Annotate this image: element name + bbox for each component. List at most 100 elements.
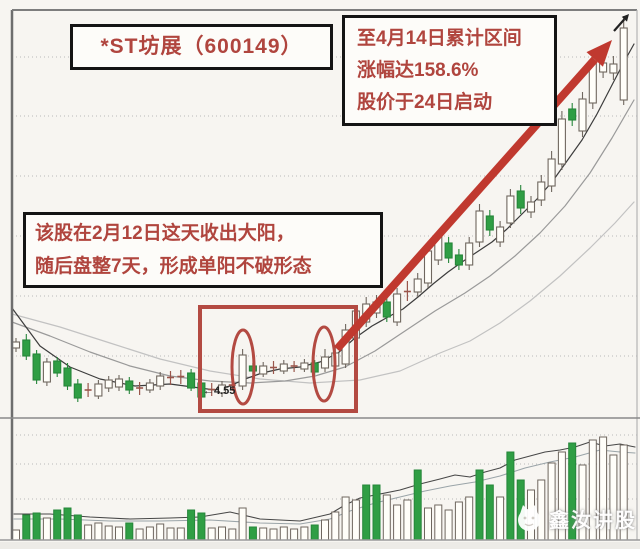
candle: [506, 195, 515, 224]
volume-bar: [248, 526, 257, 541]
candle: [217, 384, 227, 394]
candle: [73, 383, 82, 399]
candle: [423, 250, 433, 284]
volume-bars-layer: [12, 436, 628, 541]
volume-bar: [53, 509, 62, 541]
candle: [444, 242, 453, 259]
volume-bar: [310, 524, 319, 541]
volume-bar: [259, 527, 268, 541]
volume-bar: [156, 523, 165, 541]
candle: [53, 360, 62, 374]
candle: [259, 365, 268, 375]
candle: [320, 356, 330, 369]
volume-bar: [115, 526, 123, 541]
candle: [114, 378, 124, 388]
callout-gain-line1: 至4月14日累计区间: [357, 28, 522, 49]
volume-bar: [475, 469, 484, 541]
volume-bar: [434, 504, 443, 541]
highlight-ellipse: [230, 328, 256, 406]
volume-bar: [424, 507, 432, 541]
volume-bar: [32, 512, 41, 541]
candle: [104, 379, 113, 389]
volume-bar: [104, 525, 113, 541]
volume-bar: [218, 526, 226, 541]
candle: [526, 201, 536, 213]
candle: [279, 363, 288, 372]
volume-bar: [187, 509, 196, 541]
volume-bar: [269, 528, 278, 541]
candle: [496, 226, 505, 243]
candle: [22, 339, 31, 357]
callout-pattern-note: 该股在2月12日这天收出大阳， 随后盘整7天，形成单阳不破形态: [23, 212, 383, 288]
watermark-text: 鑫汝讲股: [549, 509, 637, 532]
candle: [238, 354, 247, 387]
candle: [125, 380, 134, 391]
callout-pattern-line2: 随后盘整7天，形成单阳不破形态: [35, 256, 312, 277]
volume-bar: [444, 509, 453, 541]
candle: [63, 367, 72, 387]
volume-bar: [341, 496, 350, 541]
candle: [300, 362, 309, 370]
volume-bar: [125, 522, 134, 541]
candle: [537, 181, 546, 201]
candle: [516, 190, 525, 209]
volume-bar: [393, 504, 402, 541]
candle: [619, 27, 628, 101]
volume-bar: [135, 528, 144, 541]
candle: [557, 118, 566, 165]
callout-pattern-line1: 该股在2月12日这天收出大阳，: [35, 223, 295, 244]
candle: [187, 372, 196, 389]
candle: [382, 301, 391, 318]
candle: [578, 98, 587, 132]
volume-bar: [238, 507, 247, 541]
peak-arrow-shaft: [613, 18, 626, 32]
candle: [454, 254, 463, 266]
volume-bar: [454, 501, 463, 541]
volume-bar: [362, 484, 371, 541]
volume-bar: [300, 526, 309, 541]
candle: [465, 242, 474, 266]
cat-mascot-logo-icon: [518, 505, 540, 531]
volume-bar: [351, 499, 360, 541]
chart-frame: [0, 9, 640, 549]
candle: [32, 353, 41, 381]
highlight-ellipse: [311, 325, 337, 403]
volume-bar: [197, 512, 206, 541]
volume-bar: [382, 494, 391, 541]
candle: [547, 158, 556, 187]
trend-arrow-head: [586, 40, 612, 67]
candle: [42, 361, 51, 383]
volume-bar: [207, 527, 216, 541]
callout-gain-line2: 涨幅达158.6%: [357, 60, 479, 81]
volume-bar: [465, 496, 474, 541]
candle: [393, 293, 402, 323]
volume-bar: [63, 507, 72, 541]
volume-bar: [12, 529, 20, 541]
volume-bar: [73, 514, 82, 541]
callout-gain-line3: 股价于24日启动: [357, 92, 493, 113]
candle: [485, 215, 494, 231]
stock-title-text: *ST坊展（600149）: [100, 35, 303, 58]
volume-bar: [485, 484, 494, 541]
volume-bar: [321, 519, 329, 541]
volume-bar: [290, 528, 299, 541]
volume-bar: [42, 517, 51, 541]
volume-bar: [506, 451, 515, 541]
candle: [94, 383, 103, 397]
candle: [11, 341, 21, 349]
volume-bar: [166, 527, 175, 541]
volume-bar: [145, 526, 154, 541]
volume-bar: [279, 526, 288, 541]
volume-bar: [331, 511, 340, 541]
peak-arrow-head: [621, 14, 629, 22]
candle: [609, 63, 618, 74]
candle: [568, 108, 577, 121]
highlight-rectangle: [198, 305, 358, 413]
volume-bar: [94, 522, 103, 541]
volume-bar: [372, 484, 381, 541]
callout-gain-summary: 至4月14日累计区间 涨幅达158.6% 股价于24日启动: [342, 15, 557, 126]
volume-bar: [84, 524, 93, 541]
volume-bar: [413, 469, 422, 541]
